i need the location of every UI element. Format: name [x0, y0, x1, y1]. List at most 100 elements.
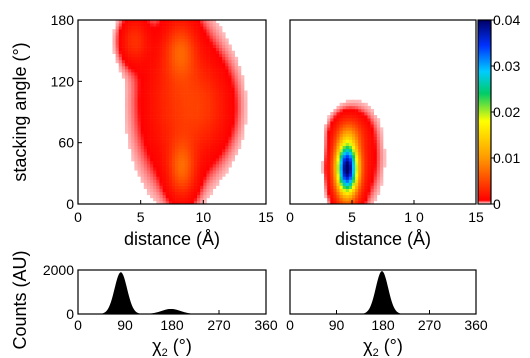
heatmap-cell: [125, 23, 129, 27]
heatmap-cell: [168, 164, 173, 168]
heatmap-cell: [128, 23, 132, 27]
heatmap-cell: [345, 121, 350, 125]
heatmap-cell: [156, 75, 160, 79]
heatmap-cell: [159, 44, 163, 48]
heatmap-cell: [200, 173, 204, 177]
heatmap-cell: [200, 136, 204, 140]
heatmap-cell: [168, 170, 173, 174]
heatmap-cell: [153, 93, 157, 97]
heatmap-cell: [197, 167, 201, 171]
heatmap-cell: [137, 38, 141, 42]
heatmap-cell: [134, 99, 138, 104]
heatmap-cell: [156, 99, 160, 104]
heatmap-cell: [206, 164, 210, 168]
heatmap-cell: [128, 47, 132, 51]
heatmap-cell: [222, 139, 226, 143]
heatmap-cell: [178, 136, 182, 140]
heatmap-cell: [361, 130, 365, 134]
heatmap-cell: [212, 151, 217, 156]
heatmap-cell: [187, 179, 192, 183]
heatmap-cell: [206, 75, 210, 79]
heatmap-cell: [134, 47, 138, 51]
heatmap-cell: [197, 158, 201, 162]
heatmap-cell: [159, 124, 163, 128]
heatmap-cell: [172, 29, 176, 33]
heatmap-cell: [370, 154, 374, 159]
heatmap-cell: [165, 26, 170, 30]
heatmap-cell: [193, 148, 198, 153]
heatmap-cell: [184, 72, 188, 76]
heatmap-cell: [150, 182, 154, 186]
heatmap-cell: [178, 121, 182, 125]
heatmap-cell: [358, 170, 362, 174]
heatmap-cell: [125, 93, 129, 97]
heatmap-cell: [165, 197, 170, 202]
heatmap-cell: [361, 197, 365, 202]
heatmap-cell: [193, 96, 198, 101]
heatmap-cell: [128, 133, 132, 137]
heatmap-cell: [193, 81, 198, 85]
heatmap-cell: [212, 81, 217, 85]
heatmap-cell: [184, 81, 188, 85]
heatmap-cell: [364, 102, 368, 107]
heatmap-cell: [131, 127, 135, 131]
heatmap-cell: [125, 81, 129, 85]
heatmap-cell: [373, 148, 378, 153]
heatmap-cell: [172, 148, 176, 153]
heatmap-cell: [376, 118, 381, 122]
heatmap-cell: [146, 185, 151, 189]
heatmap-cell: [200, 161, 204, 165]
heatmap-cell: [178, 78, 182, 82]
heatmap-cell: [197, 29, 201, 33]
heatmap-cell: [156, 44, 160, 48]
heatmap-cell: [175, 50, 179, 55]
heatmap-cell: [209, 35, 214, 39]
heatmap-cell: [212, 93, 217, 97]
heatmap-cell: [178, 124, 182, 128]
heatmap-cell: [355, 158, 359, 162]
heatmap-cell: [184, 112, 188, 116]
heatmap-cell: [348, 167, 353, 171]
heatmap-cell: [140, 78, 145, 82]
heatmap-cell: [237, 93, 242, 97]
heatmap-cell: [373, 179, 378, 183]
heatmap-cell: [165, 53, 170, 58]
heatmap-cell: [146, 102, 151, 107]
heatmap-cell: [128, 38, 132, 42]
heatmap-cell: [190, 41, 195, 45]
heatmap-cell: [143, 62, 148, 67]
heatmap-cell: [190, 102, 195, 107]
heatmap-cell: [150, 87, 154, 91]
heatmap-cell: [367, 112, 371, 116]
heatmap-cell: [206, 161, 210, 165]
heatmap-cell: [121, 53, 126, 58]
heatmap-cell: [358, 115, 362, 119]
heatmap-cell: [162, 145, 167, 150]
heatmap-cell: [146, 72, 151, 76]
heatmap-cell: [137, 96, 141, 101]
heatmap-cell: [131, 93, 135, 97]
heatmap-cell: [219, 167, 223, 171]
heatmap-cell: [168, 50, 173, 55]
heatmap-cell: [228, 56, 232, 61]
heatmap-cell: [146, 154, 151, 159]
heatmap-cell: [203, 26, 207, 30]
heatmap-cell: [159, 62, 163, 67]
heatmap-cell: [376, 133, 381, 137]
heatmap-cell: [209, 121, 214, 125]
heatmap-cell: [352, 112, 356, 116]
heatmap-cell: [342, 197, 347, 202]
heatmap-cell: [187, 56, 192, 61]
heatmap-cell: [197, 38, 201, 42]
heatmap-cell: [330, 161, 334, 165]
heatmap-cell: [231, 118, 235, 122]
heatmap-cell: [209, 115, 214, 119]
heatmap-cell: [222, 105, 226, 110]
heatmap-cell: [203, 69, 207, 73]
heatmap-cell: [175, 23, 179, 27]
heatmap-cell: [178, 35, 182, 39]
heatmap-cell: [367, 151, 371, 156]
heatmap-cell: [345, 176, 350, 180]
heatmap-cell: [143, 115, 148, 119]
heatmap-cell: [175, 87, 179, 91]
